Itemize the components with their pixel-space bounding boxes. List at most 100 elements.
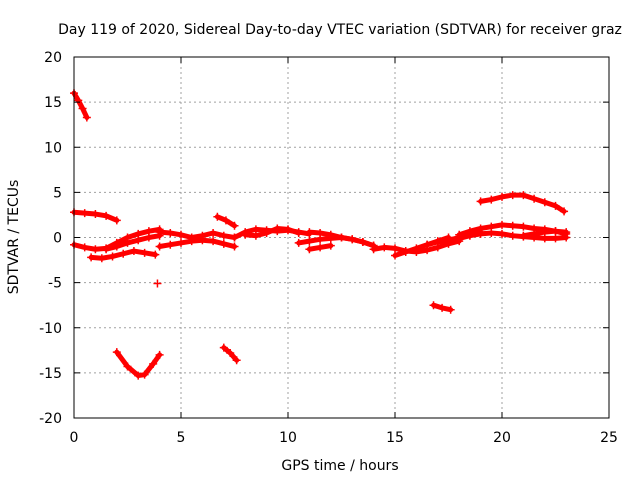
data-point [562, 229, 571, 238]
data-series-arc-24 [519, 227, 571, 240]
data-point [112, 216, 121, 225]
data-point [284, 225, 292, 234]
data-series-arc-11 [219, 343, 241, 365]
data-point [123, 238, 132, 247]
data-point [119, 249, 128, 258]
data-point [166, 240, 175, 249]
data-point [391, 251, 399, 260]
y-tick-label: -10 [39, 321, 62, 337]
data-point [391, 244, 399, 253]
chart-title: Day 119 of 2020, Sidereal Day-to-day VTE… [58, 22, 622, 38]
data-point [177, 230, 185, 239]
data-point [230, 221, 239, 230]
data-point [487, 228, 496, 237]
x-axis-label: GPS time / hours [281, 458, 398, 474]
data-series-arc-5 [102, 231, 164, 254]
data-point [326, 234, 335, 243]
data-point [232, 356, 241, 365]
data-series-arc-23 [476, 191, 569, 216]
data-point [498, 220, 506, 229]
x-tick-label: 0 [70, 430, 79, 446]
data-point [498, 229, 506, 238]
data-point [151, 250, 160, 259]
data-point [241, 230, 250, 239]
data-series-arc-10 [213, 212, 239, 230]
data-point [326, 241, 335, 250]
data-point [498, 192, 506, 201]
data-point [230, 242, 239, 251]
x-tick-label: 25 [600, 430, 618, 446]
data-point [412, 244, 421, 253]
y-axis-label: SDTVAR / TECUs [6, 180, 22, 295]
data-point [155, 350, 164, 359]
y-tick-label: -20 [39, 411, 62, 427]
data-point [221, 216, 230, 225]
data-point [294, 228, 303, 237]
data-series-arc-19 [423, 233, 453, 249]
data-point [155, 228, 164, 237]
data-point [560, 207, 569, 216]
data-point [82, 113, 91, 122]
data-point [348, 235, 357, 244]
data-point [438, 303, 447, 312]
data-point [433, 237, 442, 246]
data-point [337, 233, 346, 242]
data-point [551, 234, 560, 243]
data-point [465, 231, 474, 240]
data-series-arc-20 [429, 301, 455, 314]
data-point [219, 231, 228, 240]
y-tick-label: 10 [44, 140, 62, 156]
data-series-arc-13 [241, 224, 303, 240]
data-series-arc-1 [70, 89, 91, 122]
data-point [294, 238, 303, 247]
data-series-arc-15 [294, 233, 378, 250]
data-point [273, 224, 282, 233]
data-point [519, 191, 528, 200]
data-point [358, 238, 367, 247]
y-tick-label: -5 [48, 276, 62, 292]
data-point [209, 228, 218, 237]
data-point [530, 194, 539, 203]
data-point [219, 343, 228, 352]
data-point [429, 301, 438, 310]
data-point [149, 359, 158, 368]
data-point [134, 236, 143, 245]
data-point [155, 242, 164, 251]
plot-area [70, 89, 571, 380]
data-point [80, 243, 89, 252]
data-point [144, 233, 153, 242]
data-point [508, 221, 517, 230]
data-point [508, 231, 517, 240]
data-point [530, 229, 539, 238]
data-point [177, 238, 185, 247]
data-point [226, 349, 235, 358]
data-series-arc-6 [153, 279, 162, 288]
y-tick-label: 0 [53, 231, 62, 247]
data-point [102, 211, 111, 220]
data-point [187, 237, 196, 246]
data-point [230, 233, 239, 242]
data-point [102, 245, 111, 254]
x-tick-label: 10 [279, 430, 297, 446]
y-tick-label: -15 [39, 366, 62, 382]
data-series-arc-9 [155, 236, 239, 251]
data-point [134, 371, 143, 380]
data-point [316, 243, 325, 252]
data-point [97, 254, 106, 263]
data-point [112, 348, 121, 357]
data-point [305, 245, 314, 254]
data-point [140, 248, 149, 257]
data-point [112, 242, 121, 251]
data-series-arc-8 [155, 228, 239, 242]
data-point [198, 236, 207, 245]
data-point [444, 233, 453, 242]
data-point [476, 229, 485, 238]
data-point [455, 234, 464, 243]
series-trace [71, 90, 90, 120]
data-point [129, 247, 138, 256]
data-point [80, 209, 89, 218]
data-point [401, 247, 410, 256]
data-point [551, 201, 560, 210]
data-point [91, 245, 100, 254]
